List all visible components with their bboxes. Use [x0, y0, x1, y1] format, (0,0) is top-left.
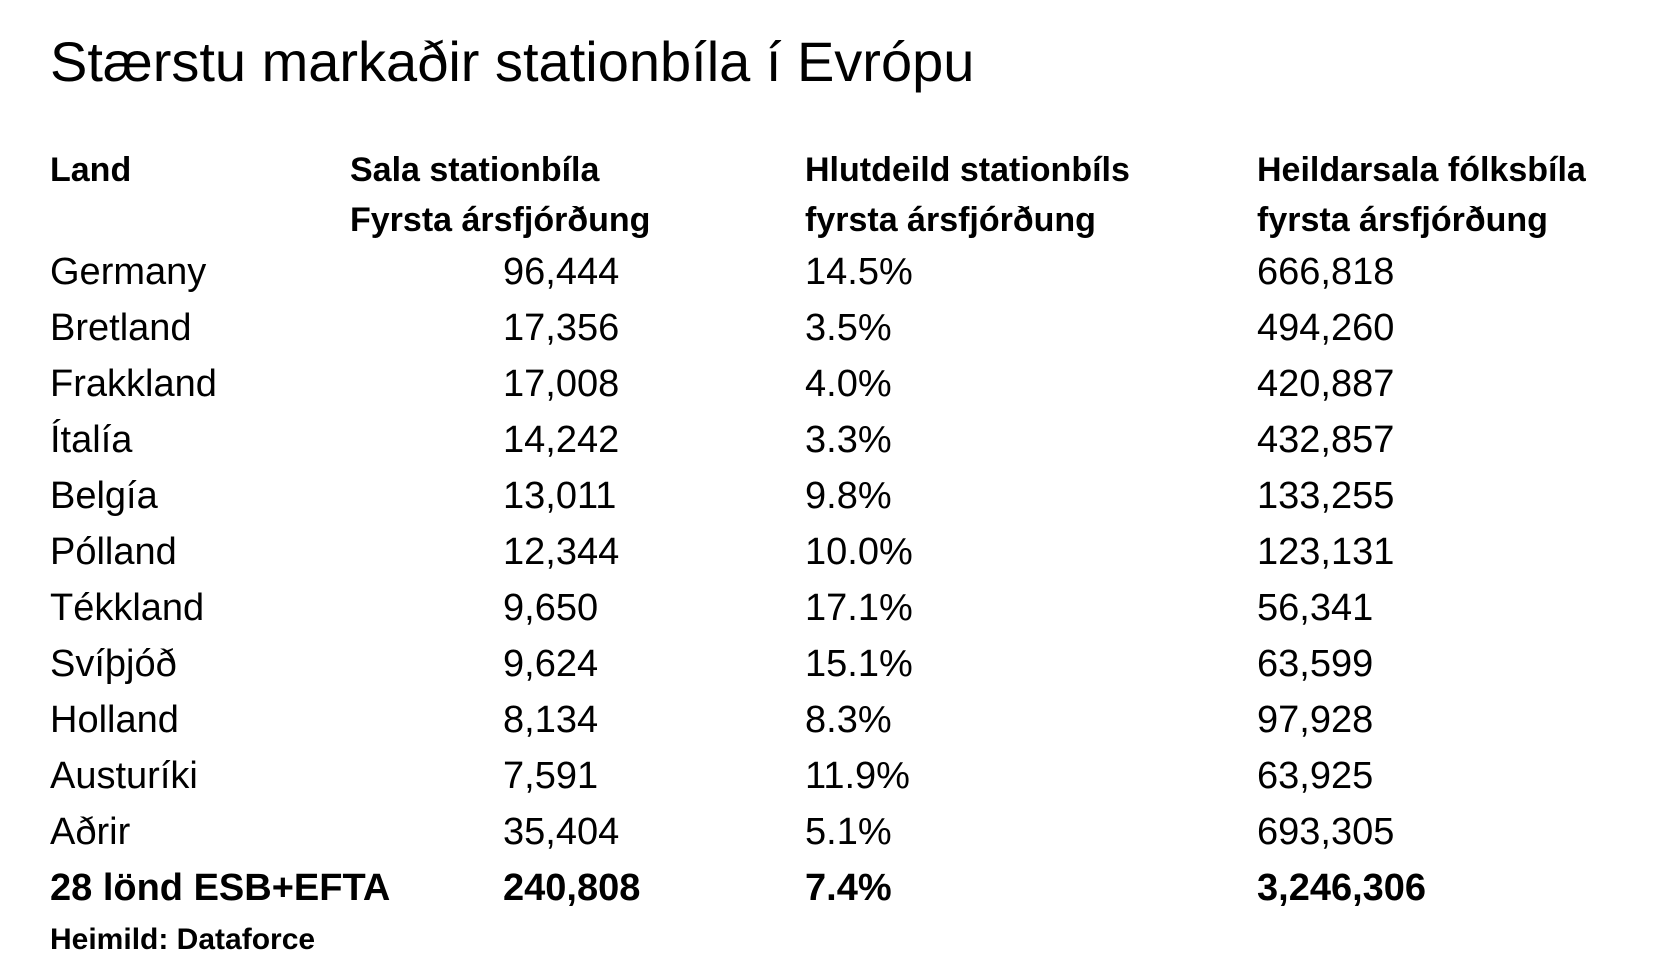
table-row: Frakkland 17,008 4.0% 420,887 [0, 356, 1662, 412]
header-total: Heildarsala fólksbíla fyrsta ársfjórðung [1257, 145, 1586, 245]
total-share: 7.4% [805, 867, 892, 909]
cell-country: Frakkland [50, 363, 217, 405]
cell-country: Germany [50, 251, 207, 293]
cell-country: Holland [50, 699, 179, 741]
table-row: Austuríki 7,591 11.9% 63,925 [0, 748, 1662, 804]
cell-sales: 17,356 [503, 307, 620, 349]
cell-total: 432,857 [1257, 419, 1395, 461]
cell-share: 3.3% [805, 419, 892, 461]
cell-sales: 14,242 [503, 419, 620, 461]
table-row: Holland 8,134 8.3% 97,928 [0, 692, 1662, 748]
cell-total: 494,260 [1257, 307, 1395, 349]
cell-sales: 13,011 [503, 475, 617, 517]
cell-share: 9.8% [805, 475, 892, 517]
header-total-line-1: Heildarsala fólksbíla [1257, 151, 1586, 189]
table-row: Pólland 12,344 10.0% 123,131 [0, 524, 1662, 580]
cell-country: Ítalía [50, 419, 133, 461]
cell-share: 3.5% [805, 307, 892, 349]
cell-total: 693,305 [1257, 811, 1395, 853]
header-sales: Sala stationbíla Fyrsta ársfjórðung [350, 145, 650, 245]
cell-share: 11.9% [805, 755, 910, 797]
cell-country: Aðrir [50, 811, 131, 853]
table-row: Bretland 17,356 3.5% 494,260 [0, 300, 1662, 356]
cell-sales: 35,404 [503, 811, 620, 853]
header-share-line-2: fyrsta ársfjórðung [805, 201, 1096, 239]
table-row: Tékkland 9,650 17.1% 56,341 [0, 580, 1662, 636]
table-row: Svíþjóð 9,624 15.1% 63,599 [0, 636, 1662, 692]
cell-sales: 96,444 [503, 251, 620, 293]
header-country-line-1: Land [50, 151, 132, 189]
cell-share: 8.3% [805, 699, 892, 741]
cell-share: 5.1% [805, 811, 892, 853]
cell-total: 133,255 [1257, 475, 1395, 517]
header-country: Land [50, 145, 131, 195]
cell-total: 123,131 [1257, 531, 1395, 573]
total-country: 28 lönd ESB+EFTA [50, 867, 391, 909]
cell-sales: 8,134 [503, 699, 599, 741]
header-sales-line-2: Fyrsta ársfjórðung [350, 201, 651, 239]
table-row: Aðrir 35,404 5.1% 693,305 [0, 804, 1662, 860]
table-total-row: 28 lönd ESB+EFTA 240,808 7.4% 3,246,306 [0, 860, 1662, 916]
cell-total: 63,599 [1257, 643, 1374, 685]
table-body: Germany 96,444 14.5% 666,818 Bretland 17… [0, 244, 1662, 916]
page-title: Stærstu markaðir stationbíla í Evrópu [50, 30, 975, 93]
cell-sales: 7,591 [503, 755, 599, 797]
cell-sales: 17,008 [503, 363, 620, 405]
cell-share: 17.1% [805, 587, 913, 629]
cell-share: 10.0% [805, 531, 913, 573]
total-sales: 240,808 [503, 867, 641, 909]
total-total: 3,246,306 [1257, 867, 1427, 909]
cell-total: 666,818 [1257, 251, 1395, 293]
cell-total: 56,341 [1257, 587, 1374, 629]
header-total-line-2: fyrsta ársfjórðung [1257, 201, 1548, 239]
cell-total: 420,887 [1257, 363, 1395, 405]
cell-total: 97,928 [1257, 699, 1374, 741]
cell-sales: 9,650 [503, 587, 599, 629]
table-row: Belgía 13,011 9.8% 133,255 [0, 468, 1662, 524]
cell-country: Austuríki [50, 755, 198, 797]
cell-country: Svíþjóð [50, 643, 177, 685]
source-note: Heimild: Dataforce [50, 923, 316, 956]
cell-sales: 9,624 [503, 643, 599, 685]
table-row: Germany 96,444 14.5% 666,818 [0, 244, 1662, 300]
cell-country: Pólland [50, 531, 177, 573]
cell-country: Tékkland [50, 587, 205, 629]
cell-total: 63,925 [1257, 755, 1374, 797]
header-sales-line-1: Sala stationbíla [350, 151, 600, 189]
cell-share: 4.0% [805, 363, 892, 405]
header-share: Hlutdeild stationbíls fyrsta ársfjórðung [805, 145, 1130, 245]
cell-share: 15.1% [805, 643, 913, 685]
cell-share: 14.5% [805, 251, 913, 293]
header-share-line-1: Hlutdeild stationbíls [805, 151, 1130, 189]
cell-sales: 12,344 [503, 531, 620, 573]
cell-country: Belgía [50, 475, 158, 517]
table-row: Ítalía 14,242 3.3% 432,857 [0, 412, 1662, 468]
cell-country: Bretland [50, 307, 192, 349]
